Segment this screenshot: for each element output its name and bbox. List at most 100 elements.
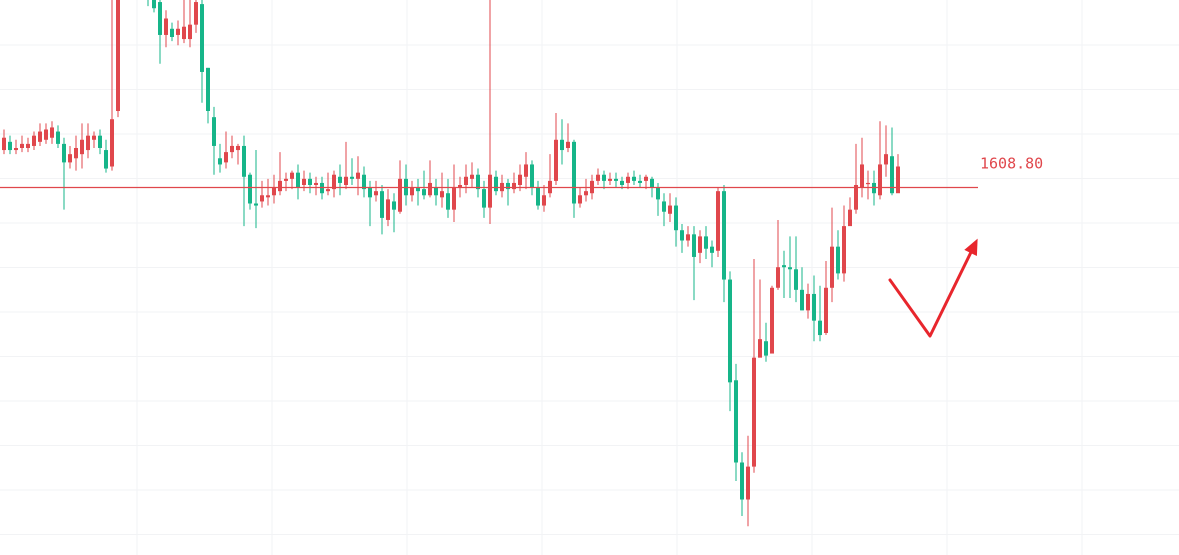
candle-body-51 — [308, 178, 312, 185]
candle-body-5 — [32, 135, 36, 146]
candle-body-78 — [470, 174, 474, 179]
candle-body-128 — [770, 287, 774, 354]
candle-body-121 — [728, 279, 732, 383]
candle-body-52 — [314, 182, 318, 185]
candle-body-147 — [884, 154, 888, 165]
candle-body-7 — [44, 129, 48, 140]
candle-body-37 — [224, 152, 228, 163]
candle-body-110 — [662, 201, 666, 212]
candle-body-60 — [362, 174, 366, 190]
candle-body-41 — [248, 174, 252, 204]
candle-body-84 — [506, 182, 510, 190]
candle-body-2 — [14, 148, 18, 151]
candle-body-80 — [482, 189, 486, 208]
candle-body-42 — [254, 203, 258, 206]
candle-body-27 — [164, 18, 168, 35]
candle-body-96 — [578, 195, 582, 204]
candle-body-104 — [626, 176, 630, 183]
candle-body-117 — [704, 236, 708, 249]
candle-body-131 — [788, 267, 792, 270]
candle-body-31 — [188, 24, 192, 40]
candle-body-90 — [542, 195, 546, 206]
candle-body-148 — [890, 156, 894, 194]
candle-body-140 — [842, 226, 846, 274]
candle-body-25 — [152, 0, 156, 9]
candle-body-64 — [386, 199, 390, 220]
candle-body-100 — [602, 174, 606, 181]
candle-body-35 — [212, 117, 216, 146]
candle-body-118 — [710, 246, 714, 253]
candle-body-18 — [110, 119, 114, 167]
candle-body-143 — [860, 164, 864, 188]
candle-body-144 — [866, 182, 870, 185]
candle-body-4 — [26, 143, 30, 148]
projection-arrowhead — [964, 238, 978, 257]
candle-body-61 — [368, 187, 372, 198]
candle-body-86 — [518, 174, 522, 185]
candle-body-34 — [206, 67, 210, 111]
candle-body-11 — [68, 154, 72, 163]
candle-body-122 — [734, 380, 738, 463]
candle-body-19 — [116, 0, 120, 111]
candle-body-10 — [62, 143, 66, 163]
candle-body-127 — [764, 341, 768, 356]
candle-body-81 — [488, 174, 492, 208]
candle-body-134 — [806, 293, 810, 311]
candle-body-45 — [272, 187, 276, 196]
candle-body-29 — [176, 28, 180, 35]
candle-body-66 — [398, 178, 402, 212]
candle-body-8 — [50, 127, 54, 138]
candle-body-124 — [746, 466, 750, 500]
candle-body-9 — [56, 131, 60, 144]
candle-body-126 — [758, 339, 762, 358]
candle-body-12 — [74, 148, 78, 159]
candle-body-38 — [230, 145, 234, 153]
candle-body-141 — [848, 209, 852, 227]
candle-body-70 — [422, 189, 426, 196]
candle-body-137 — [824, 287, 828, 333]
candle-body-50 — [302, 178, 306, 185]
candle-body-36 — [218, 158, 222, 165]
candle-body-0 — [2, 137, 6, 151]
candle-body-77 — [464, 176, 468, 185]
candle-body-56 — [338, 176, 342, 183]
candle-body-47 — [284, 178, 288, 181]
candle-body-112 — [674, 205, 678, 231]
candle-body-82 — [494, 176, 498, 192]
candle-body-1 — [8, 141, 12, 151]
candle-body-99 — [596, 174, 600, 181]
candle-body-49 — [296, 172, 300, 188]
candle-body-69 — [416, 187, 420, 192]
candle-body-101 — [608, 178, 612, 181]
candle-body-115 — [692, 234, 696, 257]
candle-body-88 — [530, 164, 534, 188]
candle-body-92 — [554, 139, 558, 181]
candle-body-93 — [560, 139, 564, 151]
candle-body-138 — [830, 246, 834, 288]
candles-group — [2, 0, 900, 527]
candle-body-105 — [632, 176, 636, 181]
candle-body-120 — [722, 191, 726, 280]
candle-body-72 — [434, 187, 438, 196]
candle-body-75 — [452, 187, 456, 210]
candle-body-48 — [290, 172, 294, 179]
candle-body-129 — [776, 267, 780, 288]
candle-body-85 — [512, 182, 516, 190]
candle-body-57 — [344, 176, 348, 185]
candle-body-39 — [236, 145, 240, 151]
projection-arrow — [888, 242, 977, 338]
candle-body-17 — [104, 150, 108, 169]
candle-body-79 — [476, 174, 480, 190]
candle-body-142 — [854, 185, 858, 210]
candle-body-111 — [668, 205, 672, 214]
candle-body-53 — [320, 182, 324, 194]
candle-body-145 — [872, 182, 876, 194]
candle-body-116 — [698, 236, 702, 253]
candle-body-55 — [332, 174, 336, 190]
candle-body-43 — [260, 195, 264, 202]
candle-body-28 — [170, 28, 174, 37]
candle-body-40 — [242, 145, 246, 177]
candle-body-103 — [620, 180, 624, 185]
